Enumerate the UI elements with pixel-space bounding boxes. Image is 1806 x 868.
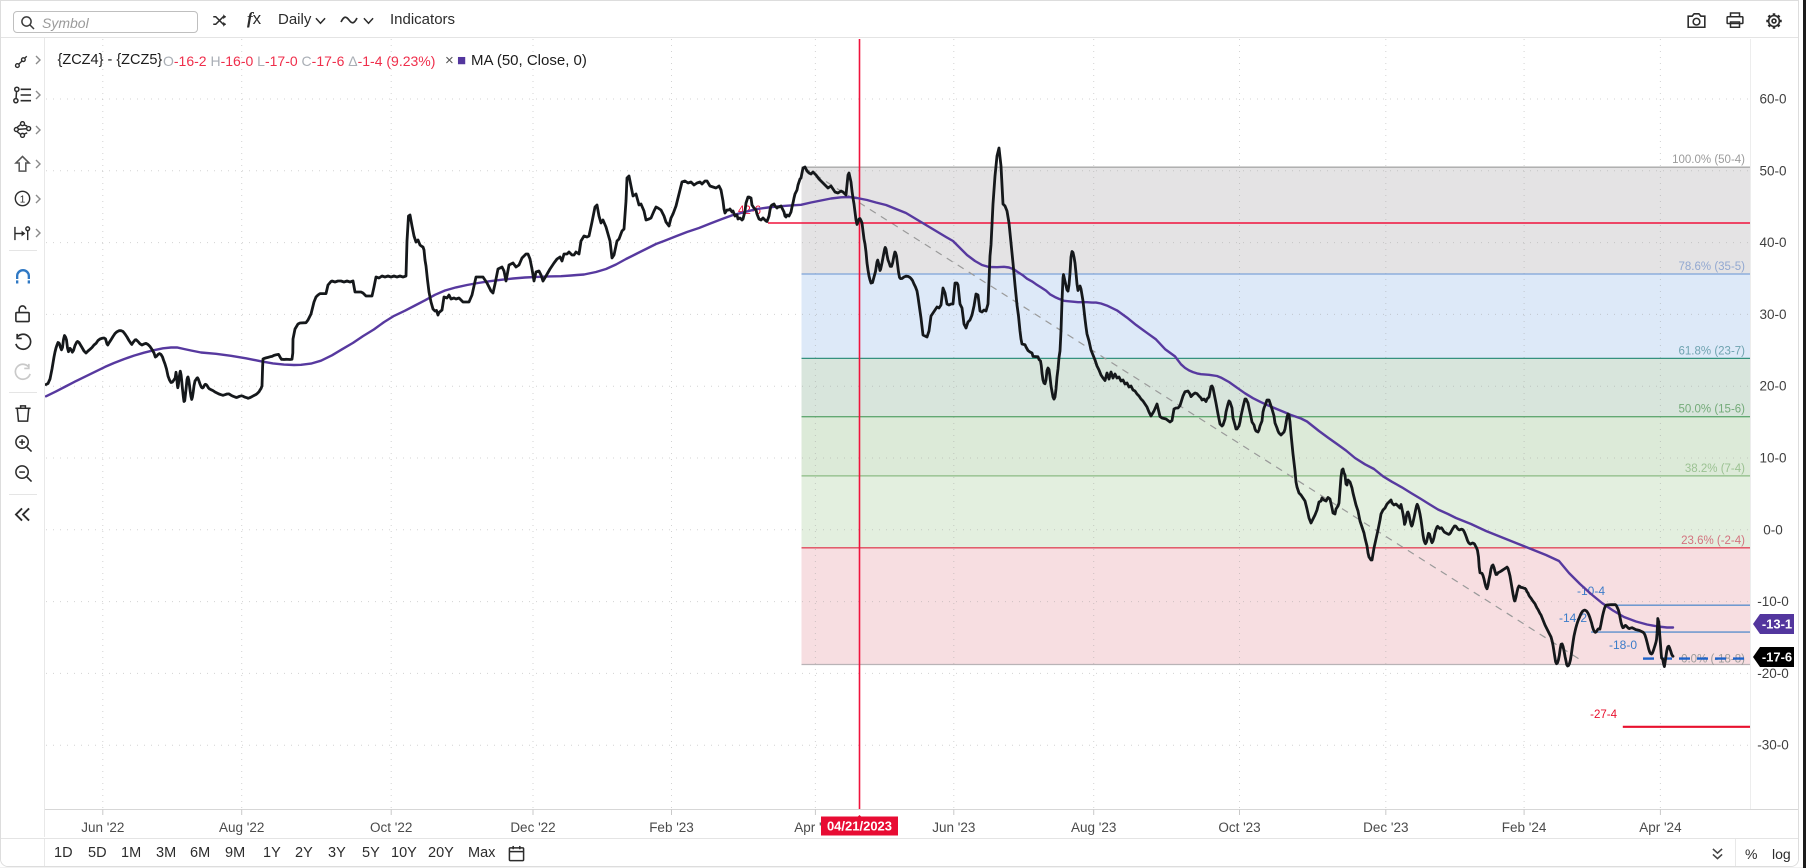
svg-text:Dec '23: Dec '23 <box>1363 820 1408 835</box>
svg-text:-10-0: -10-0 <box>1757 594 1789 609</box>
svg-text:04/21/2023: 04/21/2023 <box>827 819 892 834</box>
svg-text:Dec '22: Dec '22 <box>510 820 555 835</box>
svg-text:-13-1: -13-1 <box>1762 617 1792 632</box>
svg-text:1: 1 <box>20 194 26 205</box>
svg-text:20-0: 20-0 <box>1759 379 1786 394</box>
svg-text:Oct '22: Oct '22 <box>370 820 412 835</box>
svg-text:50-0: 50-0 <box>1759 163 1786 178</box>
svg-text:0.0% (-18-8): 0.0% (-18-8) <box>1681 654 1745 666</box>
svg-text:40-0: 40-0 <box>1759 235 1786 250</box>
svg-text:60-0: 60-0 <box>1759 92 1786 107</box>
svg-text:Jun '23: Jun '23 <box>932 820 975 835</box>
svg-text:Oct '23: Oct '23 <box>1218 820 1260 835</box>
svg-text:Apr '24: Apr '24 <box>1639 820 1682 835</box>
svg-text:61.8% (23-7): 61.8% (23-7) <box>1679 345 1746 357</box>
svg-text:Aug '23: Aug '23 <box>1071 820 1116 835</box>
svg-text:-18-0: -18-0 <box>1609 638 1637 652</box>
svg-text:-20-0: -20-0 <box>1757 666 1789 681</box>
svg-text:23.6% (-2-4): 23.6% (-2-4) <box>1681 535 1745 547</box>
svg-text:-14-2: -14-2 <box>1559 611 1587 625</box>
svg-text:30-0: 30-0 <box>1759 307 1786 322</box>
svg-text:100.0% (50-4): 100.0% (50-4) <box>1672 154 1745 166</box>
svg-text:-27-4: -27-4 <box>1590 709 1617 721</box>
svg-text:0-0: 0-0 <box>1763 522 1783 537</box>
svg-text:Feb '24: Feb '24 <box>1502 820 1547 835</box>
svg-text:-17-6: -17-6 <box>1762 650 1792 665</box>
svg-text:-30-0: -30-0 <box>1757 738 1789 753</box>
svg-text:Feb '23: Feb '23 <box>649 820 694 835</box>
svg-text:78.6% (35-5): 78.6% (35-5) <box>1679 261 1746 273</box>
svg-text:50.0% (15-6): 50.0% (15-6) <box>1679 404 1746 416</box>
svg-text:Aug '22: Aug '22 <box>219 820 264 835</box>
svg-text:38.2% (7-4): 38.2% (7-4) <box>1685 463 1745 475</box>
svg-text:10-0: 10-0 <box>1759 451 1786 466</box>
svg-text:Jun '22: Jun '22 <box>81 820 124 835</box>
